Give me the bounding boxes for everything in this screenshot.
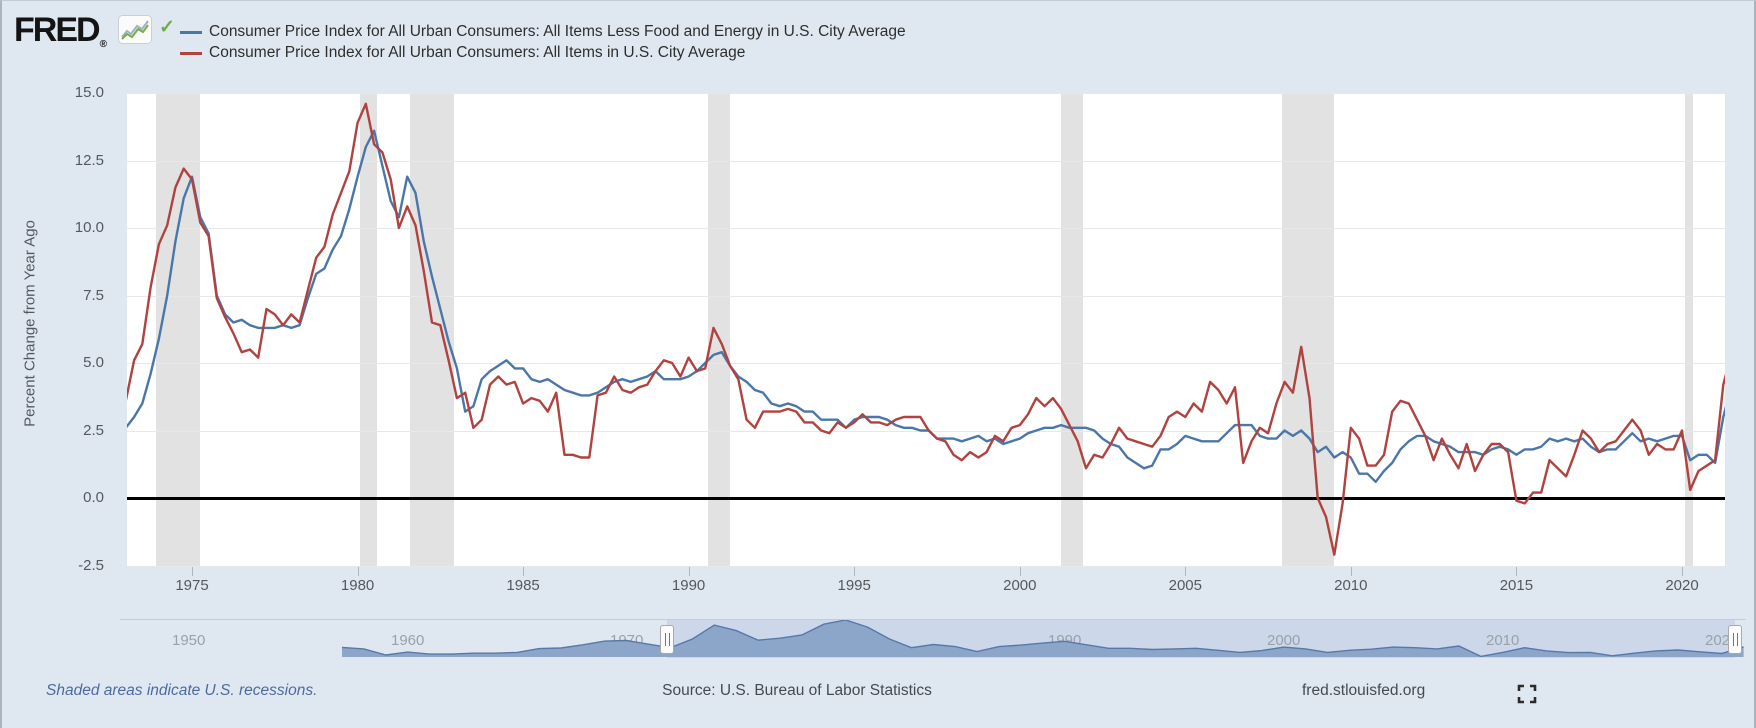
recession-band xyxy=(360,93,377,567)
y-axis-label: 7.5 xyxy=(83,286,104,304)
x-axis-tick xyxy=(1185,567,1187,576)
series-layer xyxy=(127,102,1725,556)
legend-swatch-blue xyxy=(180,30,202,34)
recession-band xyxy=(156,93,201,567)
source-link[interactable]: Source: U.S. Bureau of Labor Statistics xyxy=(662,682,932,699)
gridline xyxy=(127,160,1725,162)
registered-mark: ® xyxy=(99,39,107,50)
slider-decade-label: 2010 xyxy=(1486,632,1520,649)
y-axis-label: 15.0 xyxy=(74,84,104,101)
slider-area-outline xyxy=(341,619,1744,658)
recession-band xyxy=(1684,93,1693,567)
x-axis-tick xyxy=(688,567,690,576)
gridline xyxy=(127,93,1725,94)
site-link[interactable]: fred.stlouisfed.org xyxy=(1302,682,1426,699)
x-axis-label: 1985 xyxy=(506,577,540,594)
series-line-core-cpi xyxy=(127,129,1725,483)
x-axis-label: 2005 xyxy=(1168,577,1202,594)
fred-logo[interactable]: FRED® xyxy=(14,11,107,50)
legend-label-core-cpi[interactable]: Consumer Price Index for All Urban Consu… xyxy=(209,23,906,40)
x-axis-label: 1990 xyxy=(671,577,706,594)
slider-decade-label: 1960 xyxy=(391,632,425,649)
x-axis-label: 2020 xyxy=(1665,577,1699,594)
legend-swatch-red xyxy=(180,51,202,55)
x-axis-label: 2015 xyxy=(1499,577,1534,594)
slider-handle-right[interactable] xyxy=(1728,625,1742,654)
slider-decade-label: 1950 xyxy=(172,632,206,649)
x-axis-tick xyxy=(1019,567,1021,576)
y-axis-label: 0.0 xyxy=(83,489,104,506)
recession-note: Shaded areas indicate U.S. recessions. xyxy=(46,682,318,699)
gridline xyxy=(127,363,1725,364)
zero-line xyxy=(127,497,1725,500)
legend-item-all-items-cpi: Consumer Price Index for All Urban Consu… xyxy=(180,43,745,63)
y-axis-label: 10.0 xyxy=(74,219,104,236)
x-axis-tick xyxy=(854,567,856,576)
y-axis-title: Percent Change from Year Ago xyxy=(21,220,39,427)
y-axis-label: 5.0 xyxy=(83,354,104,371)
x-axis-label: 1995 xyxy=(837,577,871,594)
range-slider: 19501960197019801990200020102020 xyxy=(120,619,1746,659)
legend-label-all-items-cpi[interactable]: Consumer Price Index for All Urban Consu… xyxy=(209,44,746,61)
legend-item-core-cpi: Consumer Price Index for All Urban Consu… xyxy=(180,22,906,42)
plot-area xyxy=(127,93,1725,567)
slider-decade-label: 2000 xyxy=(1267,632,1301,649)
gridline xyxy=(127,228,1725,229)
series-line-all-items-cpi xyxy=(127,102,1725,556)
fullscreen-icon[interactable] xyxy=(1516,683,1538,705)
x-axis-tick xyxy=(1516,567,1518,576)
x-axis-tick xyxy=(523,567,525,576)
x-axis-label: 1975 xyxy=(175,577,209,594)
gridline xyxy=(127,295,1725,297)
recession-band xyxy=(707,93,731,567)
x-axis-tick xyxy=(1350,567,1352,576)
y-axis-label: -2.5 xyxy=(78,556,104,574)
gridline xyxy=(127,565,1725,567)
slider-area-fill xyxy=(342,620,1744,657)
slider-handle-left[interactable] xyxy=(660,625,674,654)
legend-check-icon: ✓ xyxy=(159,17,175,38)
x-axis-label: 2010 xyxy=(1334,577,1368,594)
fred-chart-icon xyxy=(118,15,152,44)
x-axis-label: 2000 xyxy=(1003,577,1037,594)
x-axis-label: 1980 xyxy=(340,577,375,594)
y-axis-label: 12.5 xyxy=(74,151,104,169)
recession-band xyxy=(1061,93,1084,567)
x-axis-tick xyxy=(192,567,193,576)
recession-band xyxy=(1282,93,1335,567)
x-axis-tick xyxy=(1682,567,1683,576)
slider-area-chart xyxy=(120,619,1746,658)
y-axis-label: 2.5 xyxy=(83,421,104,439)
x-axis-tick xyxy=(357,567,359,576)
